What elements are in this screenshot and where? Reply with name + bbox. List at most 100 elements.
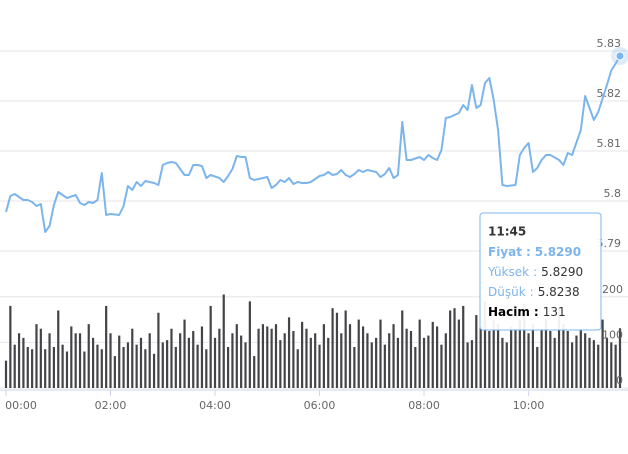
volume-bar	[253, 356, 256, 388]
tooltip-row: Fiyat:5.8290	[488, 245, 581, 259]
y-tick-label: 5.79	[597, 237, 622, 250]
y-tick-label: 5.83	[597, 37, 622, 50]
x-tick-label: 06:00	[304, 399, 336, 412]
volume-bar	[470, 340, 474, 388]
volume-bar	[174, 346, 177, 388]
volume-bar	[161, 342, 164, 388]
volume-bar	[318, 344, 321, 388]
tooltip-separator: :	[526, 245, 531, 259]
tooltip-value: 5.8290	[535, 245, 581, 259]
volume-bar	[331, 308, 334, 388]
x-tick-label: 02:00	[95, 399, 127, 412]
volume-bar	[592, 340, 595, 388]
volume-bar	[74, 333, 77, 388]
volume-bar	[584, 333, 587, 388]
volume-bar	[292, 331, 295, 388]
volume-bar	[283, 333, 286, 388]
volume-bar	[396, 337, 400, 388]
volume-bar	[440, 344, 443, 388]
volume-bar	[309, 337, 312, 388]
volume-bar	[244, 342, 247, 388]
volume-bar	[418, 319, 421, 388]
price-line	[5, 47, 628, 233]
volume-bar	[427, 335, 430, 388]
tooltip-value: 5.8290	[541, 265, 583, 279]
volume-bar	[257, 328, 260, 388]
volume-bar	[453, 308, 456, 388]
tooltip: 11:45Fiyat:5.8290Yüksek:5.8290Düşük:5.82…	[479, 212, 602, 331]
volume-bar	[44, 349, 47, 388]
volume-bar	[261, 324, 265, 388]
volume-bar	[144, 349, 147, 388]
y2-tick-label: 200	[602, 283, 623, 296]
volume-bar	[31, 349, 34, 388]
volume-bar	[514, 328, 517, 388]
volume-bar	[401, 310, 404, 388]
volume-bar	[65, 351, 69, 388]
volume-bar	[348, 324, 352, 388]
volume-bar	[431, 321, 434, 388]
axis-labels: 5.79 5.8 5.81 5.82 5.83 0 100 200 00:00 02:00 04:0…	[5, 37, 623, 412]
tooltip-row: Düşük:5.8238	[488, 285, 580, 299]
volume-bar	[113, 356, 116, 388]
volume-bar	[562, 324, 565, 388]
volume-bar	[17, 333, 21, 388]
volume-bar	[91, 337, 95, 388]
volume-bar	[357, 319, 360, 388]
volume-bar	[353, 346, 356, 388]
volume-bar	[270, 328, 273, 388]
volume-bar	[126, 342, 130, 388]
volume-bar	[601, 319, 604, 388]
volume-bar	[187, 337, 190, 388]
tooltip-separator: :	[530, 285, 534, 299]
volume-bar	[135, 344, 138, 388]
volume-bar	[166, 340, 169, 388]
x-tick-label: 08:00	[408, 399, 440, 412]
volume-bar	[383, 344, 386, 388]
volume-bar	[466, 342, 469, 388]
volume-bar	[61, 344, 64, 388]
volume-bar	[457, 319, 460, 388]
volume-bar	[462, 305, 465, 388]
volume-bar	[523, 303, 526, 388]
volume-bar	[105, 305, 108, 388]
volume-bar	[553, 337, 556, 388]
volume-bar	[579, 328, 582, 388]
volume-bar	[544, 319, 548, 388]
volume-bar	[492, 319, 495, 388]
volume-bar	[536, 346, 539, 388]
volume-bar	[479, 326, 482, 388]
volume-bar	[392, 324, 395, 388]
volume-bar	[35, 324, 38, 388]
volume-bar	[266, 326, 269, 388]
volume-bar	[557, 308, 561, 388]
tooltip-row: Hacim:131	[488, 305, 566, 319]
volume-bar	[597, 344, 600, 388]
volume-bar	[314, 333, 317, 388]
y-tick-label: 5.8	[604, 187, 622, 200]
x-tick-label: 10:00	[513, 399, 545, 412]
tooltip-row: Yüksek:5.8290	[487, 265, 583, 279]
y-tick-label: 5.82	[597, 87, 622, 100]
tooltip-title: 11:45	[488, 225, 526, 239]
volume-bar	[370, 342, 373, 388]
y-tick-label: 5.81	[597, 137, 622, 150]
volume-bar	[549, 331, 552, 388]
volume-bar	[436, 326, 439, 388]
volume-bar	[301, 321, 304, 388]
volume-bar	[409, 331, 413, 388]
volume-bar	[614, 344, 617, 388]
x-tick-label: 04:00	[199, 399, 231, 412]
volume-bar	[483, 301, 487, 388]
volume-bar	[183, 319, 186, 388]
volume-bar	[531, 324, 535, 388]
tooltip-label: Fiyat	[488, 245, 522, 259]
volume-bar	[213, 337, 217, 388]
tooltip-label: Yüksek	[487, 265, 529, 279]
volume-bar	[340, 333, 343, 388]
volume-bar	[501, 337, 504, 388]
y2-tick-label: 0	[616, 374, 623, 387]
volume-bar	[131, 328, 134, 388]
volume-bar	[205, 349, 208, 388]
volume-bar	[618, 328, 622, 388]
